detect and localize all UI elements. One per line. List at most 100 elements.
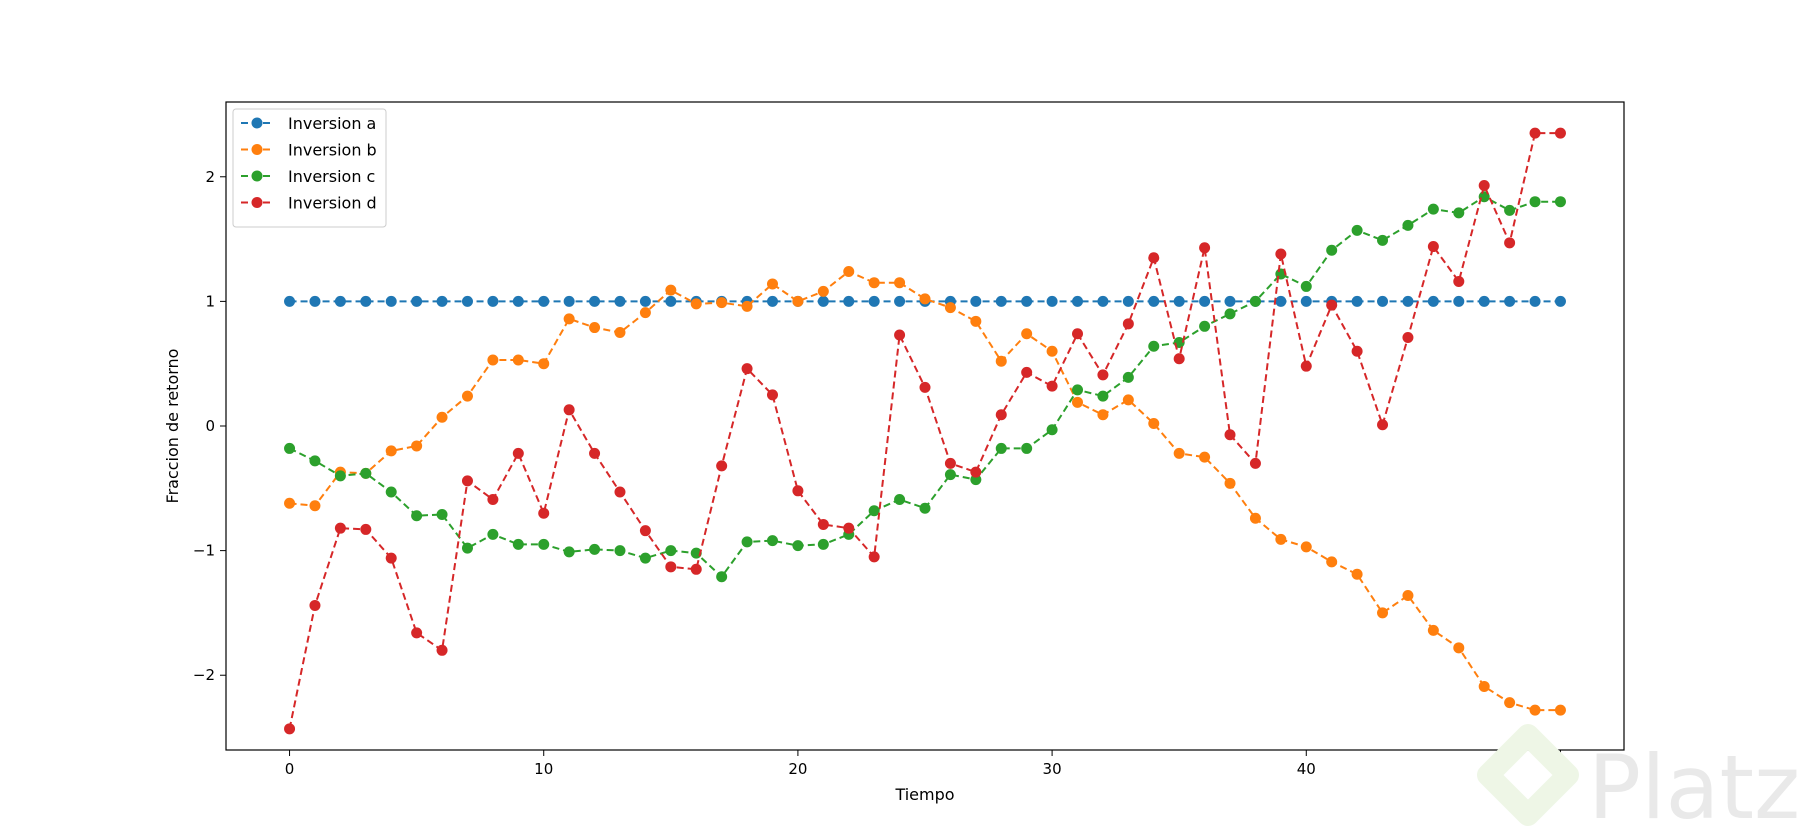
data-point <box>1122 394 1134 406</box>
data-point <box>716 297 728 309</box>
data-point <box>894 329 906 341</box>
data-point <box>1148 295 1160 307</box>
x-tick-label: 0 <box>285 760 295 778</box>
data-point <box>512 447 524 459</box>
series-inversion-c <box>284 191 1566 583</box>
data-point <box>792 295 804 307</box>
plot-marks <box>284 127 1566 735</box>
data-point <box>512 295 524 307</box>
data-point <box>868 295 880 307</box>
legend-item: Inversion d <box>241 194 377 213</box>
data-point <box>309 295 321 307</box>
data-point <box>589 295 601 307</box>
data-point <box>538 507 550 519</box>
data-point <box>1402 589 1414 601</box>
data-point <box>1199 295 1211 307</box>
series-inversion-d <box>284 127 1566 735</box>
data-point <box>1097 409 1109 421</box>
data-point <box>1453 295 1465 307</box>
data-point <box>1173 295 1185 307</box>
data-point <box>665 561 677 573</box>
y-tick-label: 0 <box>205 417 215 435</box>
data-point <box>436 644 448 656</box>
series-inversion-b <box>284 265 1566 716</box>
data-point <box>741 536 753 548</box>
series-inversion-a <box>284 295 1566 307</box>
data-point <box>309 500 321 512</box>
data-point <box>1300 280 1312 292</box>
platzi-logo-icon <box>1477 724 1579 826</box>
data-point <box>360 467 372 479</box>
series-line <box>288 132 1561 730</box>
data-point <box>817 538 829 550</box>
data-point <box>614 295 626 307</box>
data-point <box>411 627 423 639</box>
data-point <box>639 525 651 537</box>
legend: Inversion a Inversion b Inversion c Inversi… <box>232 108 387 228</box>
data-point <box>1377 419 1389 431</box>
data-point <box>1554 196 1566 208</box>
data-point <box>1377 607 1389 619</box>
data-point <box>487 528 499 540</box>
data-point <box>1300 360 1312 372</box>
data-point <box>284 295 296 307</box>
data-point <box>792 540 804 552</box>
data-point <box>1529 704 1541 716</box>
data-point <box>538 295 550 307</box>
data-point <box>1021 366 1033 378</box>
data-point <box>995 409 1007 421</box>
x-tick-label: 10 <box>534 760 553 778</box>
data-point <box>1453 207 1465 219</box>
data-point <box>1072 295 1084 307</box>
data-point <box>1554 127 1566 139</box>
data-point <box>716 460 728 472</box>
data-point <box>1122 295 1134 307</box>
data-point <box>385 486 397 498</box>
data-point <box>1249 295 1261 307</box>
data-point <box>1224 477 1236 489</box>
x-tick-label: 20 <box>788 760 807 778</box>
data-point <box>1224 308 1236 320</box>
data-point <box>411 440 423 452</box>
data-point <box>589 447 601 459</box>
data-point <box>512 538 524 550</box>
data-point <box>1326 556 1338 568</box>
data-point <box>411 510 423 522</box>
legend-item: Inversion a <box>241 114 376 133</box>
data-point <box>334 522 346 534</box>
data-point <box>665 545 677 557</box>
data-point <box>1122 318 1134 330</box>
legend-label: Inversion d <box>288 194 377 213</box>
data-point <box>1427 295 1439 307</box>
data-point <box>1504 204 1516 216</box>
data-point <box>538 538 550 550</box>
data-point <box>614 327 626 339</box>
data-point <box>614 486 626 498</box>
data-point <box>741 300 753 312</box>
data-point <box>487 295 499 307</box>
data-point <box>1097 295 1109 307</box>
data-point <box>970 466 982 478</box>
data-point <box>817 285 829 297</box>
data-point <box>1351 568 1363 580</box>
data-point <box>1529 196 1541 208</box>
data-point <box>1351 224 1363 236</box>
data-point <box>284 497 296 509</box>
data-point <box>563 546 575 558</box>
data-point <box>792 485 804 497</box>
data-point <box>1351 295 1363 307</box>
y-tick-label: 2 <box>205 168 215 186</box>
data-point <box>1046 424 1058 436</box>
data-point <box>1173 353 1185 365</box>
data-point <box>1427 624 1439 636</box>
data-point <box>461 390 473 402</box>
data-point <box>1249 457 1261 469</box>
data-point <box>868 277 880 289</box>
data-point <box>766 295 778 307</box>
data-point <box>538 358 550 370</box>
legend-marker <box>251 197 263 208</box>
legend-marker <box>251 144 263 155</box>
data-point <box>1046 380 1058 392</box>
data-point <box>1504 697 1516 709</box>
